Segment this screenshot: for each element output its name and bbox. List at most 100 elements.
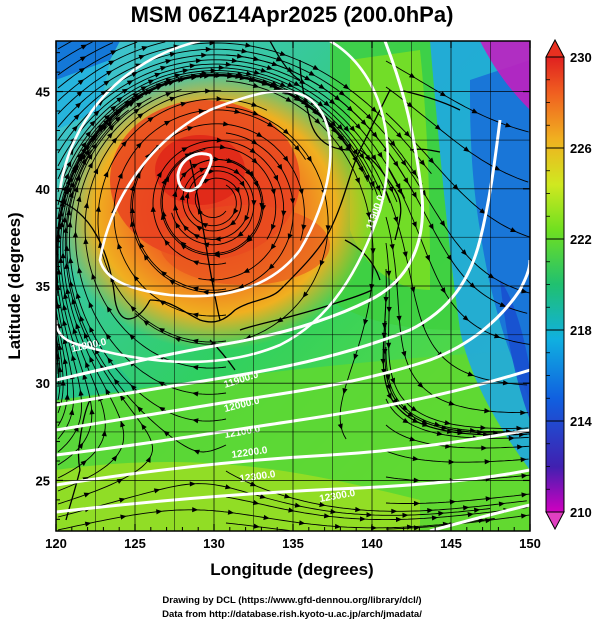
streamline-arrow bbox=[83, 237, 89, 245]
streamline-arrow bbox=[105, 388, 111, 395]
x-tick-label: 150 bbox=[519, 536, 541, 551]
streamline-arrow bbox=[393, 160, 399, 168]
streamline-arrow bbox=[413, 500, 420, 507]
streamline-arrow bbox=[319, 501, 326, 508]
streamline bbox=[57, 509, 495, 531]
streamline-arrow bbox=[79, 315, 85, 322]
streamline-arrow bbox=[77, 442, 84, 449]
streamline-arrow bbox=[330, 120, 337, 127]
streamline-arrow bbox=[273, 174, 279, 182]
streamline-arrow bbox=[205, 46, 212, 52]
streamline bbox=[57, 483, 491, 518]
streamline-arrow bbox=[224, 484, 232, 490]
streamline-arrow bbox=[93, 110, 100, 117]
streamline-arrow bbox=[75, 322, 81, 330]
streamline-arrow bbox=[126, 80, 134, 86]
streamline-arrow bbox=[299, 78, 306, 85]
streamline-arrow bbox=[355, 506, 362, 513]
streamline-arrow bbox=[462, 505, 470, 511]
streamline-arrow bbox=[189, 63, 196, 69]
streamline-arrow bbox=[508, 435, 515, 441]
streamline-arrow bbox=[195, 58, 202, 64]
streamline-arrow bbox=[95, 205, 101, 212]
streamline-arrow bbox=[467, 512, 474, 518]
streamline bbox=[84, 90, 227, 369]
streamline-arrow bbox=[301, 224, 307, 231]
streamline-arrow bbox=[421, 419, 429, 425]
streamline bbox=[56, 326, 64, 414]
streamline-arrow bbox=[252, 83, 260, 88]
y-axis-label: Latitude (degrees) bbox=[5, 212, 24, 359]
streamline-arrow bbox=[85, 361, 90, 368]
streamline-arrow bbox=[504, 122, 512, 128]
streamline-arrow bbox=[285, 96, 293, 103]
streamline-arrow bbox=[338, 90, 346, 96]
streamline-arrow bbox=[213, 250, 220, 257]
coastlines bbox=[56, 41, 461, 521]
streamline-arrow bbox=[520, 457, 527, 463]
streamline-arrow bbox=[79, 56, 87, 62]
streamline bbox=[75, 89, 227, 395]
streamline-arrow bbox=[103, 80, 110, 86]
streamline-arrow bbox=[103, 119, 110, 126]
streamline-arrow bbox=[251, 157, 258, 164]
streamline-arrow bbox=[473, 507, 481, 513]
streamline-arrow bbox=[267, 121, 274, 128]
streamline-arrow bbox=[89, 120, 96, 127]
streamline-arrow bbox=[72, 327, 78, 335]
streamline-arrow bbox=[276, 317, 284, 323]
streamline-arrow bbox=[460, 249, 467, 256]
streamline-arrow bbox=[334, 523, 342, 530]
streamline-arrow bbox=[205, 88, 212, 94]
streamline-arrow bbox=[438, 510, 445, 517]
streamline-arrow bbox=[358, 152, 365, 160]
streamline-arrow bbox=[192, 364, 199, 371]
streamline bbox=[135, 106, 329, 345]
streamline-arrow bbox=[108, 60, 115, 66]
streamline-arrow bbox=[158, 327, 165, 334]
streamline-arrow bbox=[66, 160, 72, 168]
x-axis-label: Longitude (degrees) bbox=[210, 560, 373, 579]
streamline-arrow bbox=[241, 48, 248, 54]
streamline-arrow bbox=[462, 315, 469, 321]
streamline-arrow bbox=[83, 492, 91, 498]
y-tick-label: 30 bbox=[36, 376, 50, 391]
streamline-arrow bbox=[266, 64, 273, 70]
colorbar-tick-label: 218 bbox=[570, 323, 592, 338]
streamline-arrow bbox=[412, 417, 419, 423]
streamline-arrow bbox=[180, 241, 187, 248]
streamline-arrow bbox=[216, 96, 223, 102]
streamline bbox=[57, 41, 73, 50]
streamline-arrow bbox=[256, 131, 263, 138]
streamline-arrow bbox=[427, 507, 434, 514]
streamline-arrow bbox=[263, 514, 270, 521]
streamline-arrow bbox=[128, 101, 135, 107]
streamline-arrow bbox=[121, 140, 127, 147]
x-tick-label: 145 bbox=[440, 536, 462, 551]
streamline-arrow bbox=[192, 418, 199, 424]
streamline-arrow bbox=[87, 153, 93, 160]
x-tick-label: 130 bbox=[203, 536, 225, 551]
streamline-arrow bbox=[385, 342, 392, 349]
streamline-arrow bbox=[80, 44, 88, 50]
streamline-arrow bbox=[62, 337, 68, 345]
colorbar-tick-label: 226 bbox=[570, 141, 592, 156]
streamline-arrow bbox=[402, 512, 409, 518]
streamline-arrow bbox=[317, 101, 324, 107]
streamline-arrow bbox=[80, 141, 87, 148]
streamline-arrow bbox=[130, 384, 137, 391]
streamline-arrow bbox=[253, 523, 260, 529]
streamline-arrow bbox=[64, 172, 69, 180]
streamline-arrow bbox=[164, 81, 171, 87]
streamline-arrow bbox=[282, 155, 289, 163]
streamline-arrow bbox=[78, 389, 84, 396]
streamline-arrow bbox=[71, 298, 77, 305]
streamline-arrow bbox=[428, 223, 434, 231]
streamline-arrow bbox=[195, 225, 203, 232]
streamline-arrow bbox=[271, 223, 276, 231]
streamline-arrow bbox=[386, 393, 392, 400]
streamline-arrow bbox=[521, 288, 528, 294]
streamline-arrow bbox=[201, 222, 209, 228]
streamline-arrow bbox=[319, 259, 325, 267]
streamline-arrow bbox=[428, 157, 435, 164]
